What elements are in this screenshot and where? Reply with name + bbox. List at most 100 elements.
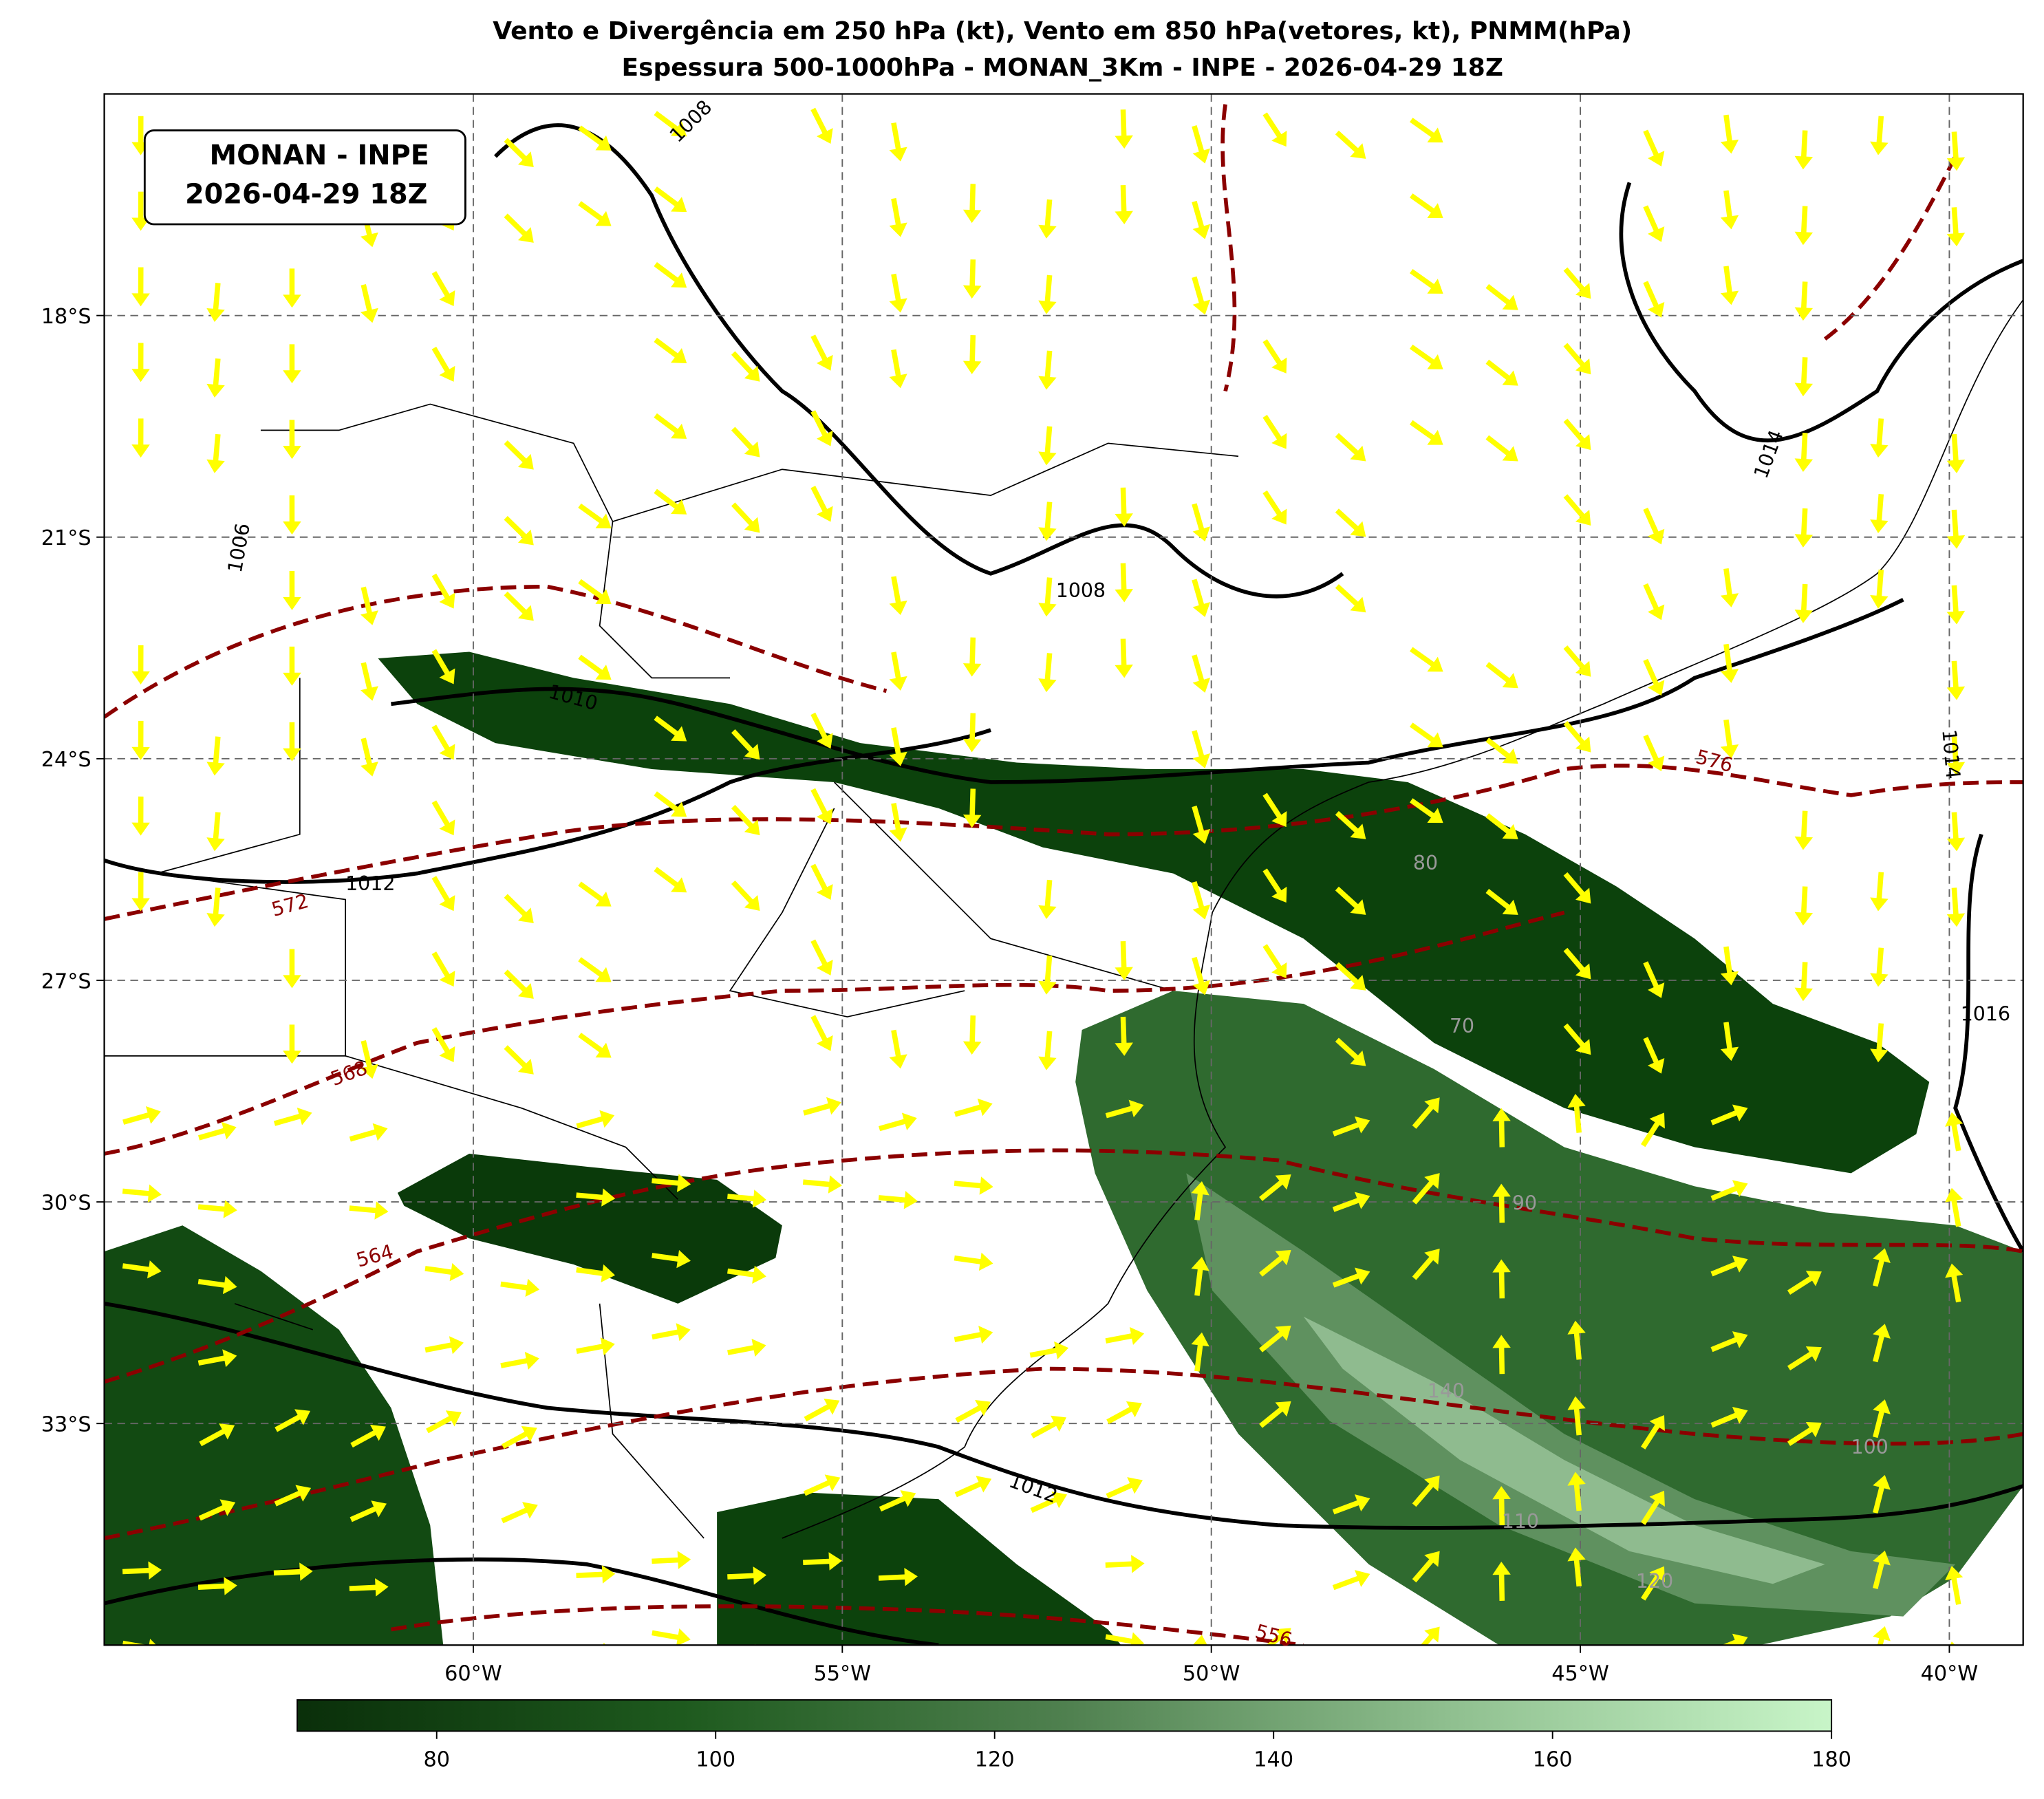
wind-vector	[1335, 1037, 1366, 1066]
wind-vector	[954, 1176, 993, 1195]
wind-vector	[1332, 1116, 1370, 1137]
wind-vector	[1262, 414, 1287, 449]
wind-vector	[1192, 276, 1211, 315]
contour-label: 1008	[665, 96, 716, 147]
contour-label: 110	[1502, 1510, 1539, 1533]
x-tick-label: 55°W	[813, 1661, 871, 1685]
wind-vector	[1485, 888, 1518, 915]
label-line: 2026-04-29 18Z	[185, 179, 428, 211]
wind-vector	[1870, 872, 1889, 912]
wind-vector	[652, 1551, 691, 1569]
wind-vector	[1410, 798, 1443, 823]
wind-vector	[727, 1189, 767, 1208]
wind-vector	[361, 586, 378, 625]
wind-vector	[1641, 1414, 1665, 1450]
wind-vector	[810, 712, 833, 749]
thickness-line	[1220, 104, 1957, 392]
wind-vector	[1332, 1570, 1370, 1591]
wind-vector	[1710, 1180, 1748, 1201]
wind-vector	[2018, 1625, 2044, 1668]
wind-vector	[283, 344, 301, 384]
wind-vector	[578, 201, 612, 226]
wind-vector	[1105, 1632, 1145, 1646]
wind-vector	[1115, 638, 1133, 678]
y-tick-label: 33°S	[41, 1413, 92, 1437]
wind-shading	[397, 1153, 782, 1304]
wind-vector	[1191, 1332, 1209, 1372]
wind-vector	[1794, 130, 1814, 170]
wind-vector	[1115, 1016, 1133, 1056]
wind-vector	[1794, 886, 1814, 926]
wind-vector	[1259, 1250, 1291, 1277]
wind-vector	[654, 488, 687, 515]
wind-vector	[955, 1400, 991, 1423]
wind-vector	[878, 1568, 918, 1586]
wind-vector	[731, 502, 760, 533]
wind-vector	[1335, 508, 1366, 537]
wind-vector	[803, 1097, 841, 1116]
wind-vector	[1710, 1104, 1748, 1125]
wind-vector	[1710, 1331, 1748, 1353]
wind-vector	[1038, 426, 1057, 466]
wind-vector	[1643, 583, 1665, 621]
wind-vector	[1945, 1566, 1964, 1605]
wind-shading	[717, 1492, 1121, 1646]
wind-vector	[962, 713, 982, 753]
wind-vector	[1412, 1626, 1440, 1646]
wind-vector	[1946, 585, 1966, 625]
wind-vector	[1105, 1099, 1144, 1119]
contour-label: 100	[1851, 1436, 1889, 1458]
wind-vector	[1038, 199, 1057, 239]
wind-vector	[578, 503, 612, 529]
wind-vector	[431, 649, 455, 685]
wind-vector	[1870, 947, 1889, 987]
wind-vector	[1720, 719, 1739, 759]
wind-vector	[1410, 193, 1443, 218]
wind-vector	[1332, 1267, 1370, 1288]
wind-vector	[1410, 268, 1443, 294]
wind-vector	[1038, 1031, 1057, 1070]
wind-vector	[576, 1188, 616, 1207]
wind-vector	[431, 876, 455, 912]
wind-vector	[1563, 343, 1591, 375]
wind-vector	[1192, 730, 1211, 768]
wind-vector	[1485, 813, 1518, 840]
wind-vector	[962, 788, 982, 828]
wind-vector	[810, 1015, 833, 1051]
wind-vector	[504, 969, 534, 999]
wind-vector	[504, 138, 534, 167]
wind-vector	[1873, 1550, 1891, 1589]
wind-vector	[1720, 568, 1739, 607]
wind-vector	[122, 1184, 162, 1203]
wind-vector	[878, 1191, 918, 1209]
wind-vector	[962, 1015, 982, 1055]
wind-vector	[426, 1410, 462, 1434]
y-tick-label: 27°S	[41, 969, 92, 993]
colorbar	[297, 1699, 1833, 1732]
wind-shading	[378, 651, 1930, 1174]
wind-vector	[283, 571, 301, 610]
wind-vector	[502, 1425, 537, 1450]
wind-vector	[2022, 797, 2023, 836]
thickness-line	[104, 910, 1565, 1156]
wind-vector	[283, 1024, 301, 1064]
wind-vector	[1794, 962, 1814, 1002]
wind-vector	[1873, 1399, 1891, 1439]
wind-vector	[1029, 1341, 1069, 1359]
contour-label: 1012	[345, 872, 395, 895]
wind-vector	[2022, 420, 2023, 458]
wind-vector	[727, 1566, 767, 1585]
wind-vector	[1485, 359, 1518, 386]
wind-vector	[1031, 1415, 1067, 1439]
wind-vector	[1262, 944, 1287, 978]
wind-vector	[206, 283, 225, 323]
wind-vector	[1720, 1022, 1739, 1062]
wind-vector	[879, 1490, 916, 1512]
wind-vector	[1873, 1248, 1891, 1287]
y-tick-label: 24°S	[41, 748, 92, 772]
colorbar-tick-label: 80	[423, 1748, 450, 1772]
wind-vector	[283, 495, 301, 535]
wind-vector	[1567, 1472, 1586, 1511]
title-line: Vento e Divergência em 250 hPa (kt), Ven…	[493, 17, 1632, 45]
wind-vector	[197, 1275, 237, 1295]
